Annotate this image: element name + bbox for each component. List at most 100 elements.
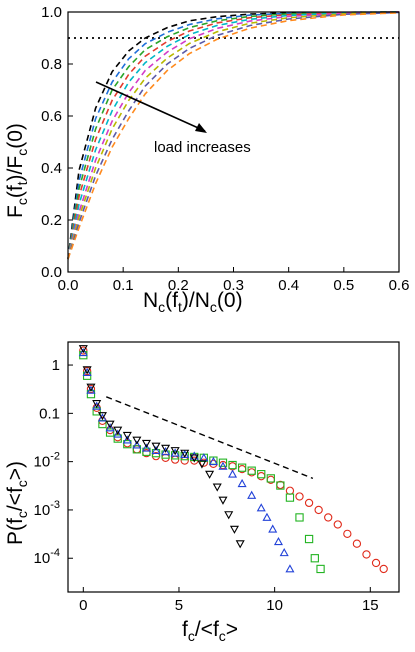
point-square (316, 564, 325, 574)
point-triangle-down (86, 383, 96, 392)
point-triangle-up (82, 367, 92, 376)
point-square (295, 513, 304, 522)
point-triangle-up (141, 443, 151, 452)
y-ticks-bottom: 1 0.1 10-2 10-3 10-4 (34, 357, 73, 567)
point-square (237, 463, 247, 472)
arrow-head-icon (195, 123, 207, 133)
point-triangle-up (189, 451, 199, 460)
y-tick-label: 10-2 (34, 451, 60, 471)
curve-5 (67, 11, 400, 260)
point-circle (295, 492, 304, 501)
point-square (132, 445, 142, 454)
point-square (247, 466, 256, 475)
x-tick-label: 15 (362, 597, 379, 614)
point-triangle-up (247, 490, 257, 499)
x-tick-label: 0.6 (389, 277, 410, 294)
plot-frame-bottom (67, 341, 400, 593)
point-circle (352, 539, 362, 548)
point-circle (333, 520, 342, 529)
point-circle (247, 468, 256, 477)
curve-7 (67, 11, 400, 260)
point-triangle-down (189, 454, 199, 463)
point-triangle-down (212, 483, 222, 492)
point-circle (199, 458, 208, 467)
curve-group (67, 11, 400, 260)
point-triangle-up (256, 503, 266, 512)
point-triangle-down (180, 449, 190, 458)
y-tick-label: 0.1 (39, 405, 60, 422)
point-triangle-up (132, 440, 142, 449)
point-triangle-down (105, 420, 115, 429)
y-tick-label: 10-4 (34, 547, 60, 567)
point-triangle-down (141, 439, 151, 449)
point-circle (379, 564, 388, 574)
point-triangle-down (92, 400, 102, 409)
point-square (218, 458, 228, 467)
point-circle (180, 456, 189, 465)
point-triangle-down (218, 496, 228, 505)
x-ticks-top: 0.0 0.1 0.2 0.3 0.4 0.5 0.6 (58, 267, 410, 294)
curve-4 (67, 11, 400, 260)
series-triangle-down (78, 345, 245, 549)
y-tick-label: 0.6 (41, 108, 62, 125)
point-square (113, 434, 122, 443)
point-triangle-up (285, 564, 295, 573)
curve-1 (67, 11, 400, 260)
curve-9 (67, 12, 400, 260)
point-triangle-down (132, 436, 142, 445)
x-tick-label: 10 (266, 597, 283, 614)
curve-3 (67, 11, 400, 260)
series-circle (79, 346, 388, 574)
point-circle (343, 529, 352, 538)
scatter-group (78, 345, 388, 574)
y-ticks-top: 0.0 0.2 0.4 0.6 0.8 1.0 (41, 4, 73, 281)
point-triangle-up (161, 447, 171, 456)
x-tick-label: 0.5 (333, 277, 354, 294)
y-tick-label: 1 (52, 357, 60, 374)
point-triangle-down (113, 426, 123, 435)
point-triangle-up (268, 524, 278, 533)
point-square (228, 460, 237, 470)
point-square (266, 474, 275, 483)
point-triangle-down (122, 431, 132, 441)
point-triangle-up (122, 435, 132, 444)
point-triangle-down (235, 540, 245, 549)
point-triangle-down (229, 525, 239, 534)
x-tick-label: 0 (79, 597, 87, 614)
point-triangle-up (92, 401, 102, 410)
panel-bottom: 0 5 10 15 1 0.1 10-2 10-3 10-4 fc/<fc> P(fc/<fc… (4, 341, 400, 644)
point-triangle-up (228, 469, 238, 478)
point-circle (304, 498, 314, 508)
point-circle (257, 472, 266, 481)
y-tick-label: 1.0 (41, 4, 62, 21)
point-triangle-up (151, 445, 161, 454)
point-circle (371, 558, 381, 568)
point-square (304, 534, 314, 544)
point-square (276, 481, 285, 490)
point-triangle-down (224, 511, 234, 520)
curve-2 (67, 11, 400, 260)
point-triangle-down (97, 412, 107, 421)
point-triangle-down (151, 442, 161, 451)
y-tick-label: 0.0 (41, 264, 62, 281)
y-axis-label-bottom: P(fc/<fc>) (4, 461, 30, 545)
point-triangle-up (78, 347, 88, 357)
series-square (79, 351, 325, 574)
point-triangle-down (170, 447, 180, 456)
panel-top: 0.0 0.1 0.2 0.3 0.4 0.5 0.6 0.0 0.2 0.4 0.6 0.8 1.0… (4, 4, 409, 315)
point-triangle-up (262, 512, 272, 521)
point-triangle-up (273, 536, 283, 546)
point-circle (86, 384, 96, 394)
x-axis-label-top: Nc(ft)/Nc(0) (143, 289, 243, 315)
point-circle (314, 505, 323, 515)
point-circle (324, 513, 333, 522)
point-triangle-up (113, 429, 123, 438)
curve-6 (67, 11, 400, 260)
x-axis-label-bottom: fc/<fc> (182, 618, 238, 644)
annotation-label: load increases (154, 139, 251, 156)
point-triangle-up (237, 478, 247, 488)
point-triangle-down (205, 470, 215, 479)
point-triangle-up (170, 448, 180, 457)
point-triangle-up (105, 423, 115, 432)
